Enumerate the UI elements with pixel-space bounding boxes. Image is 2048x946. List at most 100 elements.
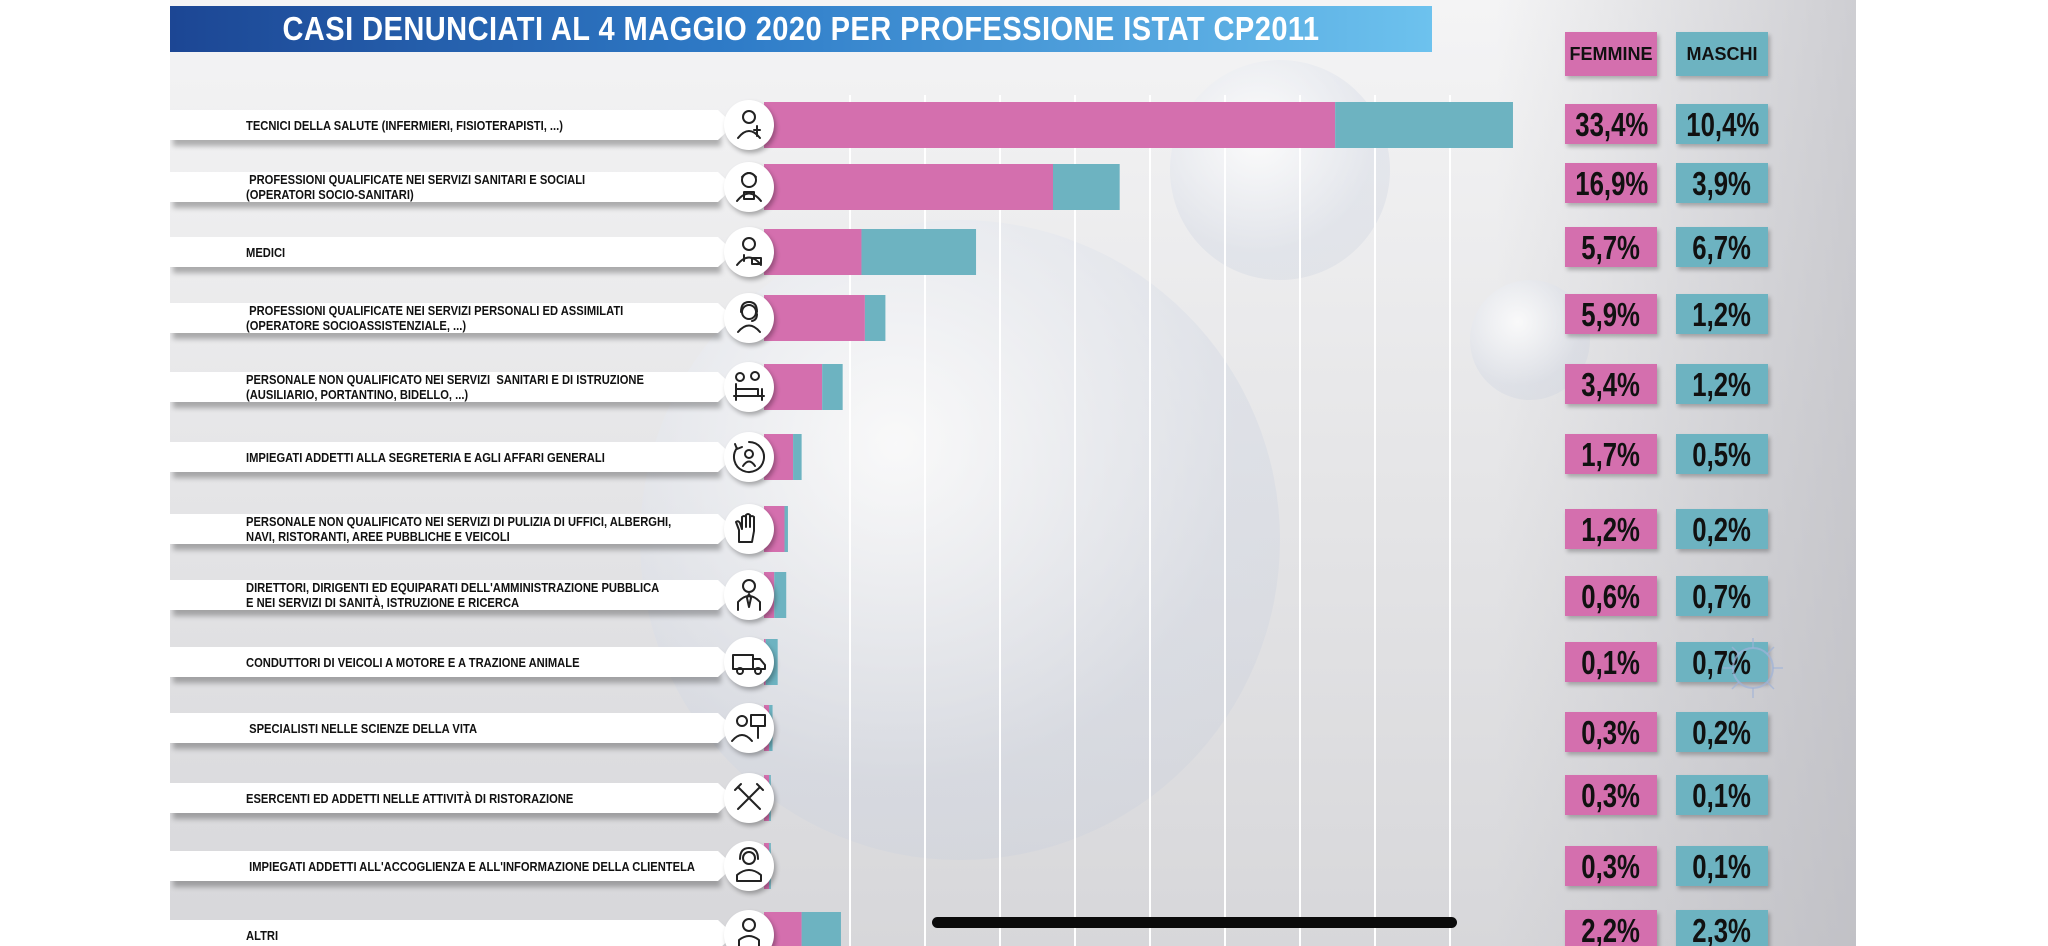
value-femmine-label: 5,9%: [1581, 296, 1641, 333]
category-label: SPECIALISTI NELLE SCIENZE DELLA VITA: [246, 720, 478, 736]
receptionist-icon: [724, 841, 774, 891]
category-label-box: SPECIALISTI NELLE SCIENZE DELLA VITA: [170, 713, 734, 743]
value-femmine-label: 0,3%: [1581, 777, 1641, 814]
bar-maschi: [793, 434, 802, 480]
value-maschi: 0,1%: [1676, 775, 1768, 815]
column-header-maschi: MASCHI: [1676, 32, 1768, 76]
category-label: IMPIEGATI ADDETTI ALL'ACCOGLIENZA E ALL'…: [246, 858, 695, 874]
category-label-box: CONDUTTORI DI VEICOLI A MOTORE E A TRAZI…: [170, 647, 734, 677]
category-label: MEDICI: [246, 244, 286, 260]
category-label-box: ALTRI: [170, 920, 734, 946]
value-femmine-label: 0,6%: [1581, 578, 1641, 615]
value-femmine: 5,9%: [1565, 294, 1657, 334]
value-maschi: 6,7%: [1676, 227, 1768, 267]
value-femmine: 0,3%: [1565, 775, 1657, 815]
bar-maschi: [864, 295, 886, 341]
category-label: TECNICI DELLA SALUTE (INFERMIERI, FISIOT…: [246, 117, 563, 133]
hospital-bed-icon: [724, 362, 774, 412]
value-femmine-label: 1,2%: [1581, 511, 1641, 548]
value-maschi-label: 2,3%: [1692, 912, 1752, 946]
category-label: PROFESSIONI QUALIFICATE NEI SERVIZI PERS…: [246, 303, 624, 333]
category-label-box: DIRETTORI, DIRIGENTI ED EQUIPARATI DELL'…: [170, 580, 734, 610]
value-femmine: 0,3%: [1565, 712, 1657, 752]
value-femmine: 0,6%: [1565, 576, 1657, 616]
bar-maschi: [822, 364, 843, 410]
value-femmine-label: 33,4%: [1575, 106, 1649, 143]
value-maschi-label: 0,1%: [1692, 848, 1752, 885]
scroll-indicator[interactable]: [932, 917, 1457, 928]
category-label-box: PROFESSIONI QUALIFICATE NEI SERVIZI PERS…: [170, 303, 734, 333]
bar-maschi: [784, 506, 788, 552]
value-femmine: 0,1%: [1565, 642, 1657, 682]
value-femmine: 0,3%: [1565, 846, 1657, 886]
value-maschi: 0,5%: [1676, 434, 1768, 474]
value-maschi: 0,2%: [1676, 509, 1768, 549]
bar-femmine: [764, 102, 1336, 148]
column-header-femmine: FEMMINE: [1565, 32, 1657, 76]
title-banner: [170, 6, 1432, 52]
category-label-box: TECNICI DELLA SALUTE (INFERMIERI, FISIOT…: [170, 110, 734, 140]
value-femmine: 3,4%: [1565, 364, 1657, 404]
bar-maschi: [801, 912, 841, 946]
category-label: ESERCENTI ED ADDETTI NELLE ATTIVITÀ DI R…: [246, 790, 574, 806]
value-maschi: 0,1%: [1676, 846, 1768, 886]
value-maschi-label: 0,7%: [1692, 578, 1752, 615]
category-label-box: IMPIEGATI ADDETTI ALLA SEGRETERIA E AGLI…: [170, 442, 734, 472]
value-maschi: 0,7%: [1676, 576, 1768, 616]
value-maschi: 0,2%: [1676, 712, 1768, 752]
value-maschi: 1,2%: [1676, 294, 1768, 334]
value-maschi: 10,4%: [1676, 104, 1768, 144]
infographic-stage: CASI DENUNCIATI AL 4 MAGGIO 2020 PER PRO…: [170, 0, 1856, 946]
category-label: PROFESSIONI QUALIFICATE NEI SERVIZI SANI…: [246, 172, 586, 202]
value-maschi-label: 1,2%: [1692, 296, 1752, 333]
category-label-box: MEDICI: [170, 237, 734, 267]
value-maschi-label: 0,7%: [1692, 644, 1752, 681]
bar-maschi: [1052, 164, 1120, 210]
person-icon: [724, 910, 774, 946]
manager-icon: [724, 570, 774, 620]
value-maschi-label: 0,2%: [1692, 714, 1752, 751]
category-label: PERSONALE NON QUALIFICATO NEI SERVIZI SA…: [246, 372, 644, 402]
value-maschi-label: 3,9%: [1692, 165, 1752, 202]
background-virus-decoration: [1170, 60, 1390, 280]
value-femmine: 5,7%: [1565, 227, 1657, 267]
value-maschi-label: 10,4%: [1686, 106, 1760, 143]
value-femmine-label: 0,3%: [1581, 848, 1641, 885]
value-maschi-label: 6,7%: [1692, 229, 1752, 266]
value-maschi: 1,2%: [1676, 364, 1768, 404]
bar-maschi: [861, 229, 977, 275]
value-maschi-label: 1,2%: [1692, 366, 1752, 403]
value-femmine-label: 0,3%: [1581, 714, 1641, 751]
value-femmine: 2,2%: [1565, 910, 1657, 946]
value-maschi-label: 0,5%: [1692, 436, 1752, 473]
value-femmine: 1,2%: [1565, 509, 1657, 549]
bar-femmine: [764, 164, 1053, 210]
category-label: DIRETTORI, DIRIGENTI ED EQUIPARATI DELL'…: [246, 580, 660, 610]
value-maschi: 3,9%: [1676, 163, 1768, 203]
category-label-box: PROFESSIONI QUALIFICATE NEI SERVIZI SANI…: [170, 172, 734, 202]
category-label-box: PERSONALE NON QUALIFICATO NEI SERVIZI SA…: [170, 372, 734, 402]
value-femmine: 1,7%: [1565, 434, 1657, 474]
value-femmine: 16,9%: [1565, 163, 1657, 203]
van-icon: [724, 637, 774, 687]
value-maschi-label: 0,1%: [1692, 777, 1752, 814]
category-label: CONDUTTORI DI VEICOLI A MOTORE E A TRAZI…: [246, 654, 580, 670]
category-label-box: ESERCENTI ED ADDETTI NELLE ATTIVITÀ DI R…: [170, 783, 734, 813]
nurse-icon: [724, 100, 774, 150]
bar-femmine: [764, 229, 862, 275]
caregiver-icon: [724, 162, 774, 212]
value-maschi: 2,3%: [1676, 910, 1768, 946]
bar-femmine: [764, 295, 865, 341]
cleaning-gloves-icon: [724, 504, 774, 554]
category-label: IMPIEGATI ADDETTI ALLA SEGRETERIA E AGLI…: [246, 449, 605, 465]
virus-decoration-icon: [1723, 638, 1783, 698]
chart-title: CASI DENUNCIATI AL 4 MAGGIO 2020 PER PRO…: [282, 10, 1320, 47]
category-label-box: PERSONALE NON QUALIFICATO NEI SERVIZI DI…: [170, 514, 734, 544]
category-label: ALTRI: [246, 927, 279, 943]
value-femmine: 33,4%: [1565, 104, 1657, 144]
fork-knife-icon: [724, 773, 774, 823]
category-label-box: IMPIEGATI ADDETTI ALL'ACCOGLIENZA E ALL'…: [170, 851, 734, 881]
category-label: PERSONALE NON QUALIFICATO NEI SERVIZI DI…: [246, 514, 672, 544]
value-femmine-label: 16,9%: [1575, 165, 1649, 202]
bar-maschi: [774, 572, 787, 618]
